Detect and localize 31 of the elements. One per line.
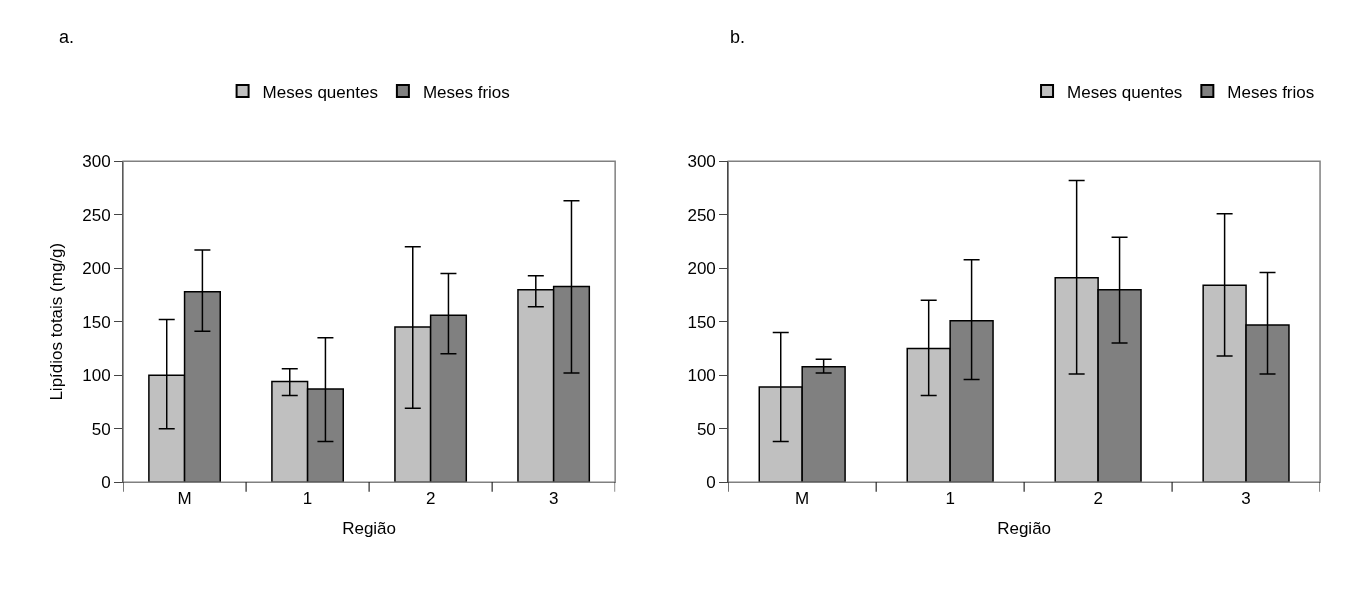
- x-tick-label: 2: [425, 488, 436, 508]
- legend-label: Meses quentes: [1067, 82, 1183, 102]
- y-tick-label: 250: [82, 205, 111, 225]
- y-tick-label: 250: [687, 205, 716, 225]
- y-tick-label: 50: [91, 419, 111, 439]
- x-tick-label: 3: [548, 488, 559, 508]
- x-tick-label: 1: [945, 488, 955, 508]
- legend-label: Meses quentes: [262, 82, 378, 102]
- y-axis-title: Lipídios totais (mg/g): [46, 242, 66, 401]
- x-tick-label: 1: [302, 488, 313, 508]
- y-tick-label: 150: [687, 312, 716, 332]
- y-tick-label: 200: [82, 259, 111, 279]
- y-tick-label: 0: [101, 473, 111, 493]
- x-tick-label: M: [795, 488, 810, 508]
- x-axis-title: Região: [997, 518, 1052, 538]
- y-tick-label: 300: [687, 152, 716, 172]
- legend-label: Meses frios: [1227, 82, 1315, 102]
- y-tick-label: 0: [706, 473, 716, 493]
- chart-title: a.: [59, 27, 75, 47]
- x-tick-label: 2: [1093, 488, 1103, 508]
- y-tick-label: 100: [82, 366, 111, 386]
- x-tick-label: M: [177, 488, 192, 508]
- x-tick-label: 3: [1241, 488, 1251, 508]
- x-axis-title: Região: [342, 518, 397, 538]
- y-tick-label: 200: [687, 259, 716, 279]
- y-tick-label: 300: [82, 152, 111, 172]
- legend-label: Meses frios: [422, 82, 510, 102]
- chart-title: b.: [730, 27, 746, 47]
- y-tick-label: 50: [696, 419, 716, 439]
- y-tick-label: 150: [82, 312, 111, 332]
- y-tick-label: 100: [687, 366, 716, 386]
